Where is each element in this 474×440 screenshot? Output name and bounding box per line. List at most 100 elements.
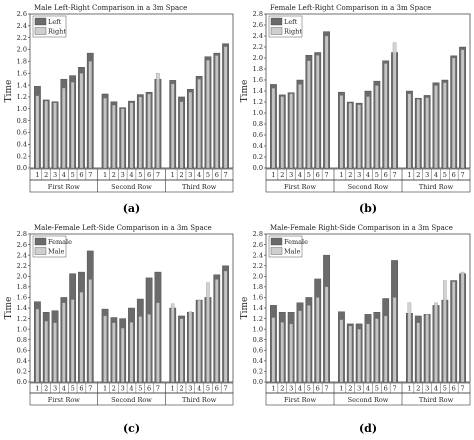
bar-male	[460, 271, 465, 383]
bar-male	[375, 318, 379, 383]
y-tick-label: 1.4	[253, 87, 263, 95]
x-tick-label: 7	[325, 384, 329, 392]
x-tick-label: 7	[88, 171, 92, 179]
bar-male	[129, 322, 134, 383]
bar-right	[324, 35, 329, 169]
bar-right	[112, 105, 116, 169]
bar-right	[315, 55, 320, 169]
x-tick-label: 2	[44, 384, 48, 392]
x-tick-label: 5	[71, 171, 75, 179]
bar-right	[62, 87, 66, 169]
bar-right	[53, 102, 57, 169]
y-tick-label: 2.8	[17, 230, 27, 238]
y-tick-label: 2.4	[17, 251, 27, 259]
x-tick-label: 6	[316, 384, 320, 392]
x-tick-label: 5	[206, 384, 210, 392]
y-tick-label: 0.8	[17, 336, 27, 344]
bar-right	[298, 84, 302, 169]
legend-label-right: Right	[284, 28, 302, 36]
y-tick-label: 1.2	[17, 93, 27, 101]
bar-male	[307, 305, 311, 383]
y-tick-label: 0.4	[17, 357, 27, 365]
bar-male	[416, 322, 421, 383]
bar-male	[103, 315, 107, 383]
x-tick-label: 4	[434, 171, 438, 179]
y-tick-label: 2.0	[17, 272, 27, 280]
x-tick-label: 3	[121, 171, 125, 179]
x-tick-label: 5	[206, 171, 210, 179]
x-tick-label: 7	[393, 171, 397, 179]
y-tick-label: 0.0	[253, 378, 263, 386]
group-label: Second Row	[348, 183, 389, 191]
chart-title: Male-Female Left-Side Comparison in a 3m…	[34, 224, 212, 232]
bar-right	[88, 61, 92, 169]
y-tick-label: 1.2	[253, 98, 263, 106]
bar-male	[88, 279, 92, 383]
bar-right	[129, 102, 134, 169]
y-tick-label: 0.6	[17, 346, 27, 354]
bar-male	[392, 297, 397, 383]
bar-right	[70, 81, 75, 169]
y-tick-label: 0.0	[17, 378, 27, 386]
legend-swatch-right	[270, 27, 283, 35]
x-tick-label: 7	[461, 384, 465, 392]
x-tick-label: 1	[271, 171, 275, 179]
bar-male	[171, 303, 175, 383]
bar-right	[407, 93, 412, 169]
legend-swatch-male	[270, 247, 283, 255]
bar-male	[79, 291, 84, 383]
chart-title: Male-Female Right-Side Comparison in a 3…	[270, 224, 453, 232]
legend-label-right: Right	[48, 28, 66, 36]
y-tick-label: 0.8	[253, 336, 263, 344]
x-tick-label: 1	[407, 171, 411, 179]
bar-right	[392, 42, 397, 169]
group-label: Second Row	[348, 396, 389, 404]
bar-male	[289, 323, 293, 383]
chart-panel-4: 0.0 0.2 0.4 0.6 0.8 1.0 1.2 1.4 1.6 1.8 2.0 2.2 2.4 2…	[240, 224, 471, 435]
bar-male	[425, 314, 429, 383]
x-tick-label: 5	[443, 384, 447, 392]
bar-right	[416, 99, 421, 169]
bar-male	[70, 299, 75, 383]
group-label: Third Row	[419, 183, 454, 191]
y-tick-label: 2.4	[253, 251, 263, 259]
bar-male	[35, 308, 40, 383]
bar-right	[171, 83, 175, 169]
chart-title: Male Left-Right Comparison in a 3m Space	[34, 4, 187, 12]
bar-right	[206, 60, 210, 169]
y-tick-label: 0.6	[17, 129, 27, 137]
x-tick-label: 2	[112, 384, 116, 392]
bar-male	[366, 323, 370, 383]
y-tick-label: 2.0	[253, 54, 263, 62]
x-tick-label: 3	[425, 384, 429, 392]
y-tick-label: 1.6	[17, 294, 27, 302]
x-tick-label: 4	[298, 171, 302, 179]
x-tick-label: 7	[461, 171, 465, 179]
x-tick-label: 2	[416, 171, 420, 179]
x-tick-label: 2	[179, 171, 183, 179]
x-tick-label: 6	[215, 384, 219, 392]
bar-male	[188, 311, 193, 383]
bar-right	[451, 57, 456, 169]
x-tick-label: 4	[62, 384, 66, 392]
bar-male	[315, 297, 320, 383]
x-tick-label: 3	[289, 171, 293, 179]
x-tick-label: 1	[407, 384, 411, 392]
group-label: Third Row	[419, 396, 454, 404]
x-tick-label: 3	[188, 384, 192, 392]
y-tick-label: 1.4	[17, 304, 27, 312]
y-tick-label: 2.8	[253, 10, 263, 18]
bar-male	[120, 327, 125, 383]
x-tick-label: 1	[339, 171, 343, 179]
x-tick-label: 6	[147, 171, 151, 179]
x-tick-label: 5	[138, 171, 142, 179]
y-tick-label: 1.6	[17, 69, 27, 77]
x-tick-label: 7	[88, 384, 92, 392]
bar-right	[120, 108, 125, 169]
bar-male	[138, 316, 143, 383]
group-label: Second Row	[111, 183, 152, 191]
legend-swatch-male	[34, 247, 47, 255]
bar-right	[348, 102, 353, 169]
bar-right	[215, 55, 219, 169]
